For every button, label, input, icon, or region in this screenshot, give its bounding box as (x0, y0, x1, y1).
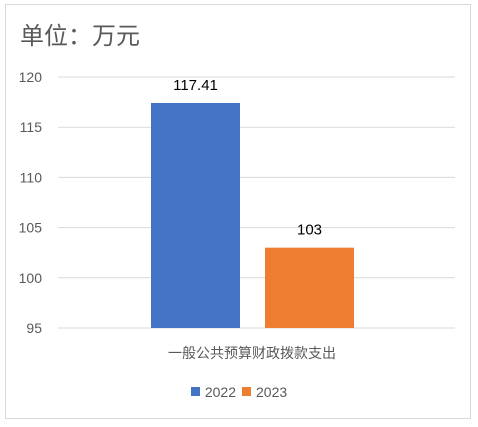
data-label-2023: 103 (297, 222, 322, 239)
unit-label: 单位：万元 (20, 22, 140, 50)
y-tick-label: 120 (19, 69, 43, 85)
category-label: 一般公共预算财政拨款支出 (168, 346, 336, 362)
y-axis-ticks: 95 100 105 110 115 120 (19, 69, 43, 336)
data-label-2022: 117.41 (173, 77, 218, 94)
legend: 2022 2023 (0, 383, 478, 400)
y-tick-label: 100 (19, 270, 43, 286)
bars (151, 103, 354, 328)
y-tick-label: 110 (20, 169, 43, 185)
y-tick-label: 115 (20, 119, 43, 135)
y-tick-label: 95 (26, 320, 42, 336)
bar-2023 (265, 247, 354, 328)
legend-item-2023: 2023 (242, 384, 287, 400)
y-tick-label: 105 (19, 220, 43, 236)
legend-item-2022: 2022 (190, 383, 236, 400)
legend-label: 2023 (256, 383, 288, 400)
legend-label: 2022 (204, 383, 236, 400)
bar-2022 (151, 103, 240, 328)
legend-swatch (190, 387, 200, 396)
legend-swatch (242, 387, 251, 396)
gridlines (58, 76, 455, 329)
data-labels: 117.41 103 (173, 77, 322, 239)
